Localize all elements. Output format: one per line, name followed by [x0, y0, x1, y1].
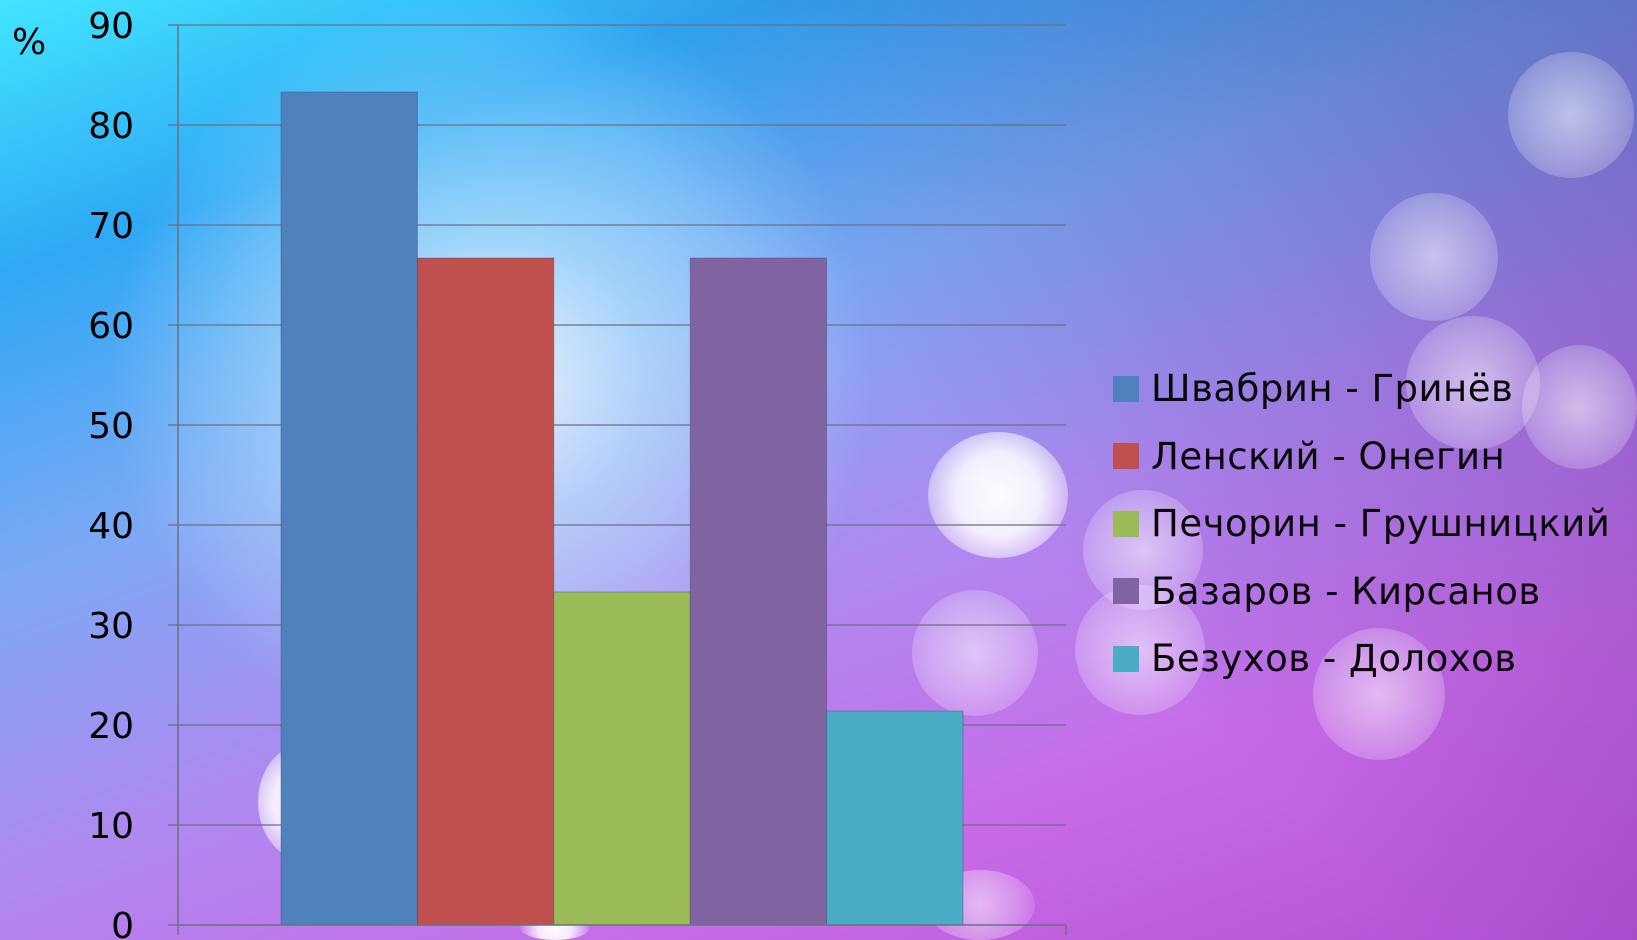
legend-label: Ленский - Онегин	[1151, 434, 1506, 478]
bar-1	[280, 91, 418, 926]
legend-item: Безухов - Долохов	[1113, 625, 1610, 693]
legend-label: Базаров - Кирсанов	[1151, 569, 1541, 613]
y-tick-label: 10	[88, 806, 134, 847]
y-tick-label: 20	[88, 706, 134, 747]
bars	[280, 91, 964, 926]
legend-swatch	[1113, 443, 1139, 470]
y-axis-unit-label: %	[12, 22, 47, 63]
y-tick-label: 30	[88, 606, 134, 647]
legend-swatch	[1113, 645, 1139, 672]
y-tick-label: 0	[111, 906, 134, 940]
bar-5	[826, 710, 964, 926]
legend-label: Печорин - Грушницкий	[1151, 502, 1611, 546]
y-tick-label: 80	[88, 106, 134, 147]
axes: 0 10 20 30 40 50 60 70 80 90	[88, 6, 1067, 940]
bar-4	[689, 257, 828, 926]
legend-label: Швабрин - Гринёв	[1151, 367, 1514, 411]
legend-item: Базаров - Кирсанов	[1113, 558, 1610, 626]
y-tick-label: 60	[88, 306, 134, 347]
legend-item: Швабрин - Гринёв	[1113, 355, 1610, 423]
y-tick-label: 40	[88, 506, 134, 547]
bar-2	[416, 257, 555, 926]
y-tick-label: 90	[88, 6, 134, 47]
legend-swatch	[1113, 578, 1139, 605]
bar-3	[553, 591, 691, 926]
y-tick-label: 70	[88, 206, 134, 247]
chart-legend: Швабрин - Гринёв Ленский - Онегин Печорин …	[1113, 355, 1610, 693]
legend-item: Ленский - Онегин	[1113, 423, 1610, 491]
y-tick-label: 50	[88, 406, 134, 447]
legend-item: Печорин - Грушницкий	[1113, 490, 1610, 558]
legend-swatch	[1113, 375, 1139, 402]
legend-label: Безухов - Долохов	[1151, 637, 1517, 681]
legend-swatch	[1113, 510, 1139, 537]
